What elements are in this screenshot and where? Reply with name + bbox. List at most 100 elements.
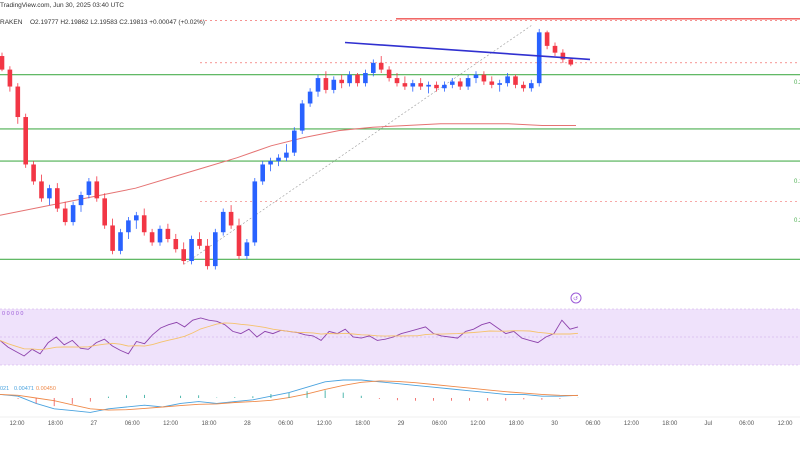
candle-body-65 [513, 76, 518, 85]
ma-line [0, 123, 576, 216]
candle-body-54 [426, 84, 431, 87]
candle-body-2 [15, 86, 21, 118]
x-tick-7: 06:00 [278, 421, 294, 427]
x-tick-13: 18:00 [509, 421, 525, 427]
candle-body-26 [205, 245, 210, 267]
x-tick-8: 12:00 [317, 421, 333, 427]
candle-body-64 [505, 76, 510, 84]
candle-body-18 [141, 215, 147, 233]
candle-body-21 [165, 228, 171, 240]
candle-body-13 [102, 198, 107, 226]
macd-value-2: 0.00471 [14, 386, 34, 392]
x-tick-10: 29 [398, 421, 405, 427]
x-tick-16: 12:00 [624, 421, 640, 427]
candle-body-41 [323, 78, 329, 90]
candle-body-47 [371, 62, 376, 73]
candle-body-5 [39, 181, 44, 199]
candle-body-20 [157, 228, 163, 243]
candle-body-51 [402, 83, 408, 87]
moving-average [0, 123, 576, 216]
candle-body-66 [521, 84, 526, 89]
candle-body-8 [62, 208, 68, 223]
candle-body-31 [244, 242, 250, 256]
candle-body-17 [134, 215, 139, 221]
candle-body-6 [47, 188, 52, 199]
right-label-0: 0.2 [794, 80, 800, 86]
candle-body-63 [497, 83, 502, 85]
candle-body-23 [181, 249, 186, 262]
candle-body-60 [473, 74, 479, 79]
header-source: TradingView.com, Jun 30, 2025 03:40 UTC [0, 2, 124, 9]
candle-body-48 [378, 62, 384, 70]
candle-body-10 [78, 194, 84, 206]
candle-body-3 [23, 117, 28, 165]
right-label-2: 0.2 [794, 218, 800, 224]
candle-body-34 [268, 161, 273, 165]
candle-body-25 [197, 239, 202, 246]
candle-body-27 [213, 232, 218, 267]
candlesticks [0, 28, 574, 270]
candle-body-42 [331, 79, 337, 90]
x-tick-9: 18:00 [355, 421, 371, 427]
candle-body-53 [418, 83, 423, 87]
candle-body-37 [292, 130, 297, 153]
candle-body-36 [284, 152, 289, 158]
candle-body-9 [70, 205, 76, 223]
bearish-trendline [344, 41, 591, 61]
candle-body-55 [434, 84, 439, 89]
x-tick-0: 12:00 [9, 421, 25, 427]
candle-body-1 [7, 69, 13, 87]
fib-diagonal [183, 25, 532, 265]
replay-icon[interactable]: ↺ [570, 292, 582, 304]
candle-body-22 [173, 239, 179, 250]
candle-body-32 [252, 181, 258, 243]
header-ohlc: O2.19777 H2.19862 L2.19583 C2.19813 +0.0… [30, 19, 205, 26]
rsi-ma-line [0, 322, 579, 351]
candle-body-15 [118, 232, 123, 251]
macd-value-1: 021 [0, 386, 9, 392]
right-label-1: 0.1 [794, 179, 800, 185]
rsi-indicator [0, 317, 579, 357]
candle-body-38 [299, 103, 305, 131]
candle-body-61 [481, 74, 487, 82]
x-axis: 12:00 18:00 27 06:00 12:00 18:00 28 06:00 12:00 1… [9, 421, 793, 427]
candle-body-4 [31, 164, 36, 182]
candle-body-12 [94, 181, 100, 199]
trendline-layer [344, 41, 591, 61]
candle-body-39 [307, 91, 313, 104]
candle-body-0 [0, 56, 5, 70]
candle-body-72 [568, 59, 574, 65]
candle-body-24 [189, 239, 194, 262]
candle-body-67 [529, 83, 534, 89]
candle-body-29 [228, 211, 234, 226]
x-tick-4: 12:00 [163, 421, 179, 427]
candle-body-44 [347, 74, 352, 84]
macd-value-3: 0.00450 [36, 386, 56, 392]
candle-body-62 [489, 81, 495, 85]
candle-body-33 [260, 164, 265, 182]
x-tick-5: 18:00 [201, 421, 217, 427]
x-tick-12: 12:00 [470, 421, 486, 427]
x-tick-11: 06:00 [432, 421, 448, 427]
candle-body-43 [339, 79, 344, 84]
header-exchange: RAKEN [0, 19, 23, 26]
x-tick-20: 12:00 [777, 421, 793, 427]
candle-body-45 [355, 74, 360, 84]
candle-body-46 [363, 72, 368, 84]
candle-body-30 [236, 225, 242, 256]
candle-body-59 [465, 78, 471, 87]
candle-body-70 [552, 45, 558, 53]
macd-indicator [0, 379, 579, 413]
candle-body-50 [394, 78, 400, 84]
candle-body-40 [315, 78, 321, 92]
candle-body-68 [536, 32, 542, 84]
x-tick-1: 18:00 [48, 421, 64, 427]
candle-body-7 [55, 188, 60, 209]
candle-body-11 [86, 181, 92, 195]
x-tick-2: 27 [90, 421, 97, 427]
candle-body-57 [450, 81, 455, 85]
x-tick-14: 30 [551, 421, 558, 427]
candle-body-19 [149, 232, 155, 243]
candle-body-52 [410, 83, 416, 87]
